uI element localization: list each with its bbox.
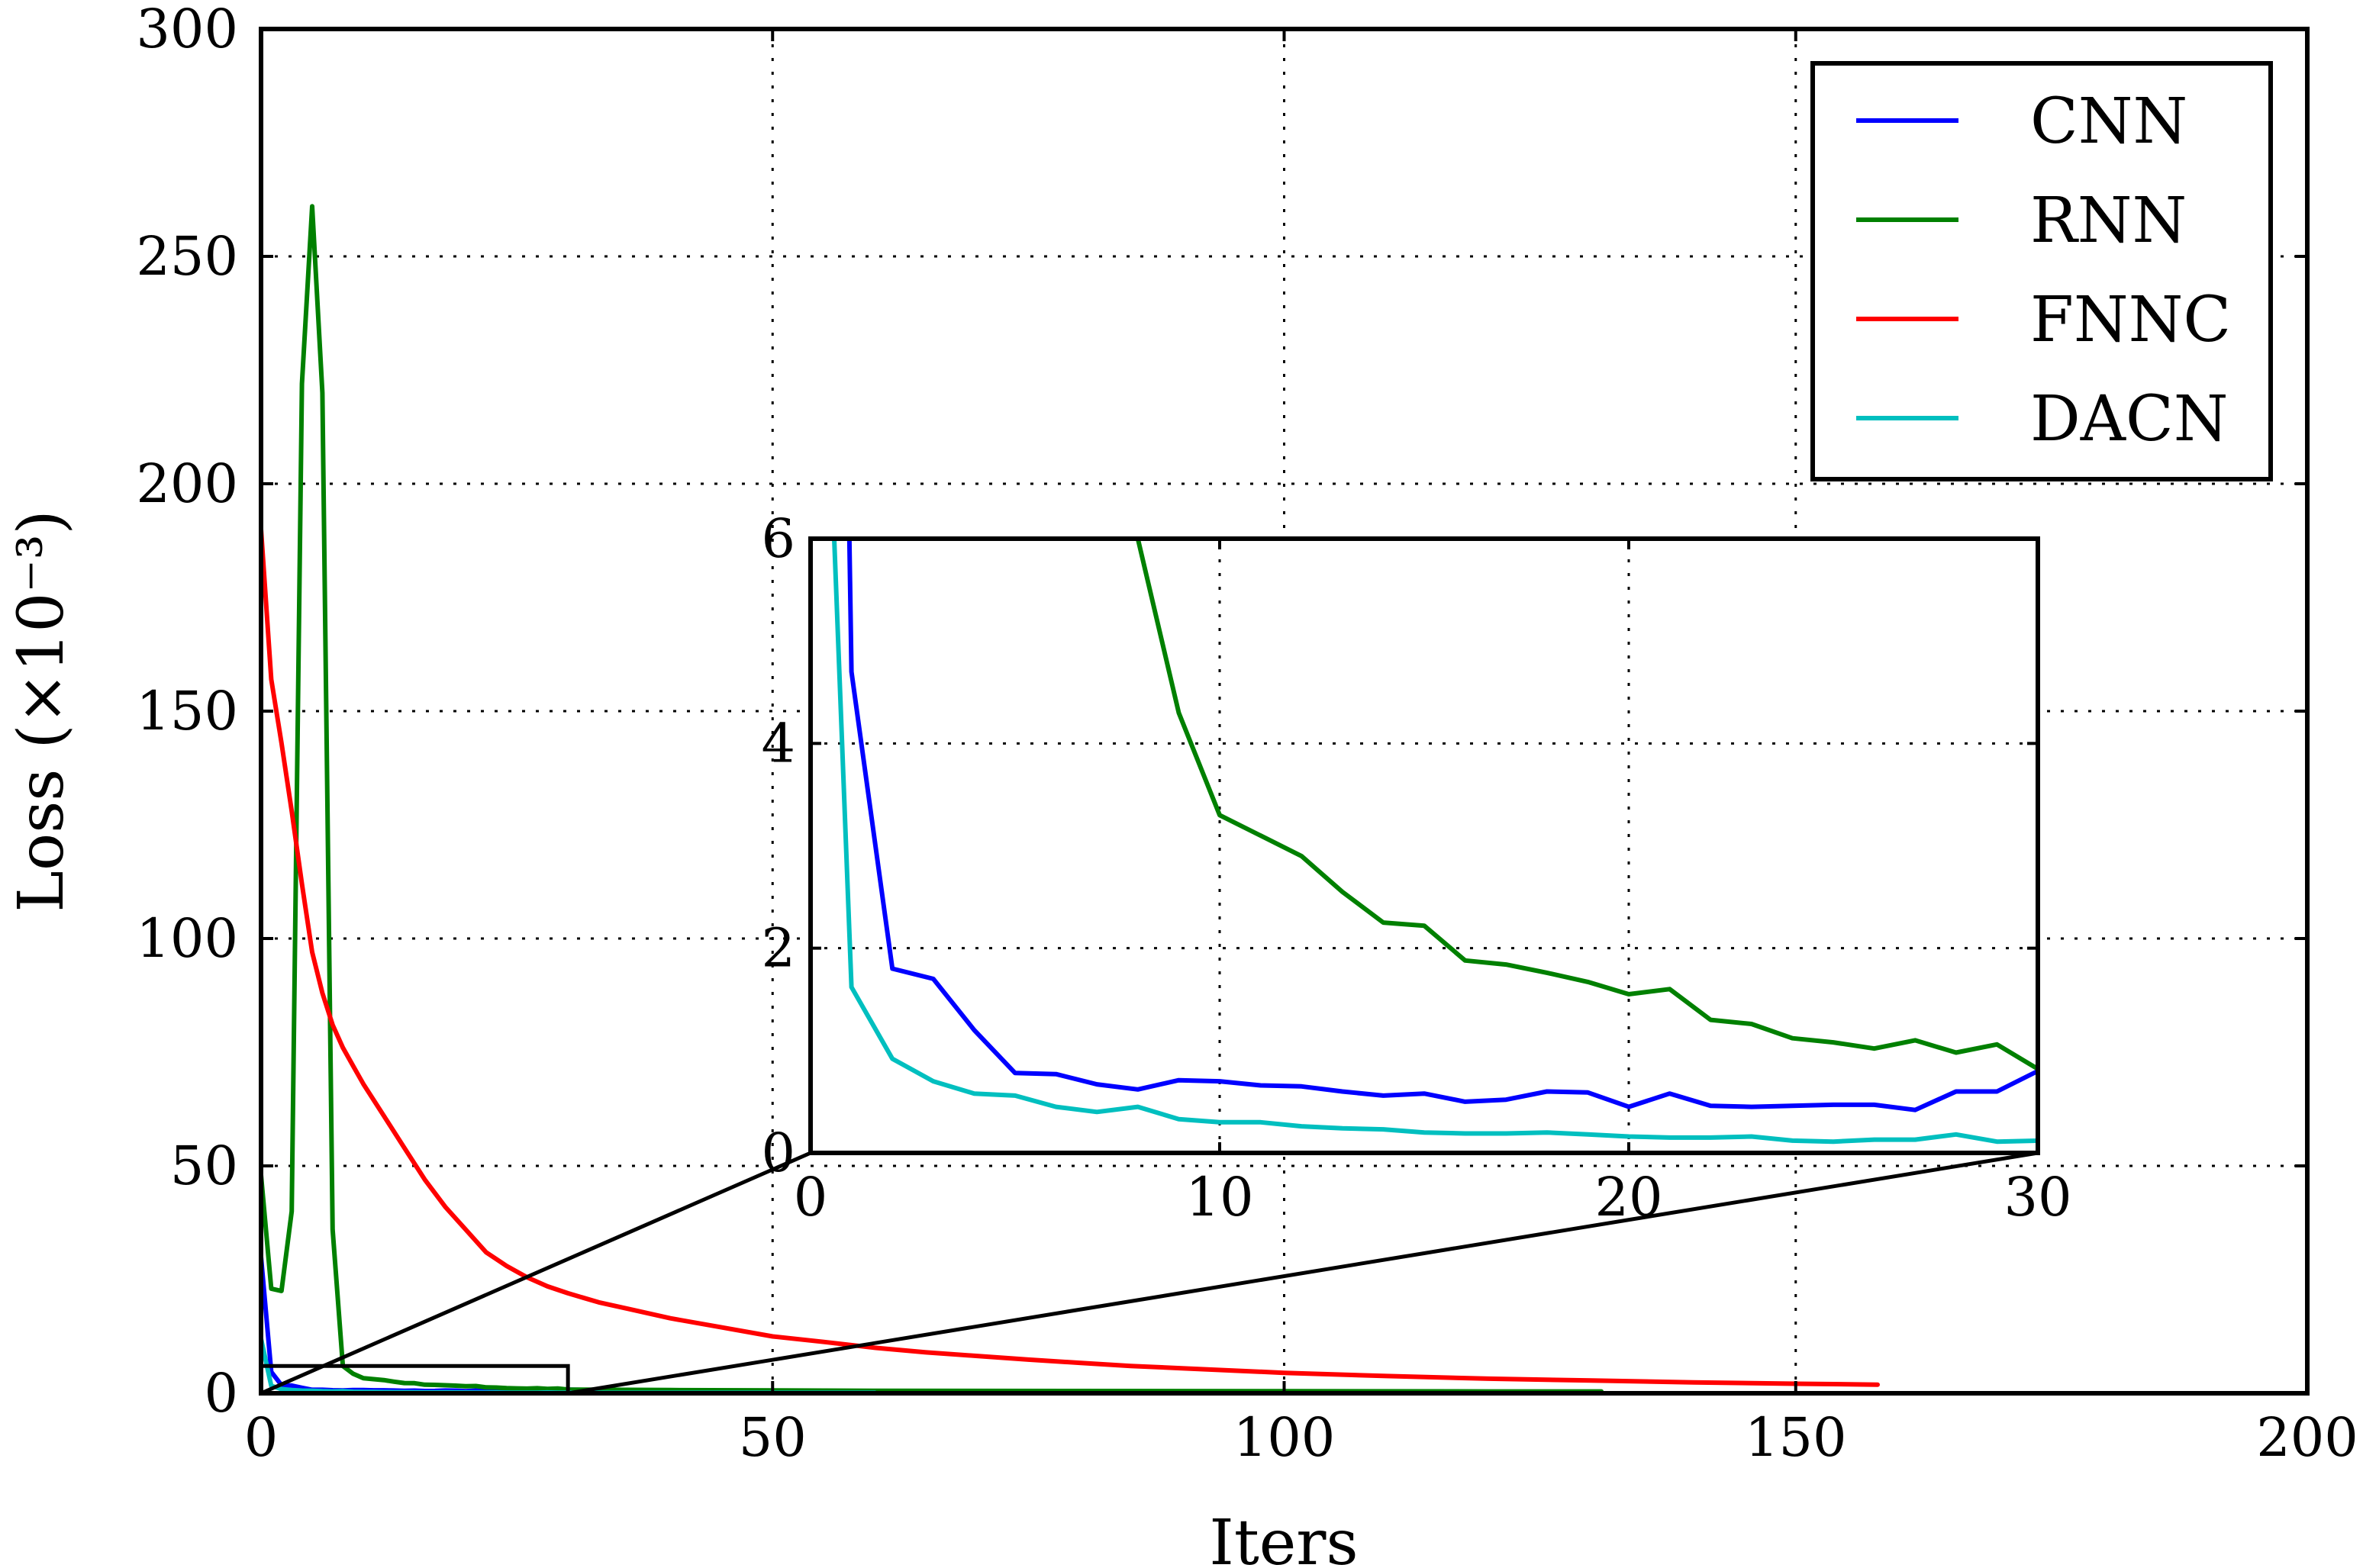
x-axis-title: Iters <box>1209 1507 1358 1568</box>
inset-y-tick-label: 4 <box>761 712 795 774</box>
inset-x-tick-label: 30 <box>2004 1166 2071 1228</box>
main-y-tick-label: 50 <box>170 1135 238 1197</box>
legend: CNN RNN FNNC DACN <box>1810 61 2273 481</box>
inset-background <box>811 539 2038 1153</box>
inset-series-line-dacn <box>831 539 2038 1145</box>
main-x-tick-label: 150 <box>1745 1406 1847 1469</box>
inset-y-tick-label: 6 <box>761 507 795 570</box>
inset-x-tick-label: 10 <box>1185 1166 1253 1228</box>
inset-plot-frame <box>808 536 2040 1155</box>
main-y-tick-label: 150 <box>136 680 238 742</box>
main-y-tick-label: 300 <box>136 0 238 60</box>
main-x-tick-label: 100 <box>1233 1406 1336 1469</box>
inset-y-tick-label: 2 <box>761 917 795 980</box>
legend-label-cnn: CNN <box>2030 85 2187 158</box>
zoom-indicator <box>259 1151 2039 1396</box>
zoom-connector-right <box>567 1151 2039 1396</box>
inset-series-line-cnn <box>846 539 2038 1112</box>
inset-y-tick-label: 0 <box>761 1122 795 1184</box>
zoom-region-box <box>259 1364 570 1396</box>
inset-x-tick-label: 0 <box>794 1166 828 1228</box>
main-y-tick-label: 0 <box>204 1362 238 1425</box>
main-x-tick-label: 200 <box>2256 1406 2358 1469</box>
main-y-tick-label: 200 <box>136 452 238 515</box>
inset-x-tick-label: 20 <box>1594 1166 1662 1228</box>
inset-series <box>831 539 2038 1145</box>
legend-label-rnn: RNN <box>2030 185 2187 257</box>
zoom-connector-left <box>260 1151 812 1396</box>
legend-label-fnnc: FNNC <box>2030 284 2231 356</box>
legend-label-dacn: DACN <box>2030 383 2228 456</box>
inset-tick-labels: 0 10 20 30 0 2 4 6 <box>761 507 2071 1228</box>
inset-chart: 0 10 20 30 0 2 4 6 <box>761 507 2071 1228</box>
main-y-tick-label: 250 <box>136 225 238 288</box>
series-line-fnnc <box>261 526 1880 1387</box>
main-y-tick-label: 100 <box>136 907 238 970</box>
y-axis-title: Loss (×10⁻³) <box>5 510 78 912</box>
main-x-tick-label: 50 <box>739 1406 807 1469</box>
main-x-tick-label: 0 <box>244 1406 279 1469</box>
legend-box <box>1810 61 2273 481</box>
inset-series-line-rnn <box>1135 539 2038 1071</box>
